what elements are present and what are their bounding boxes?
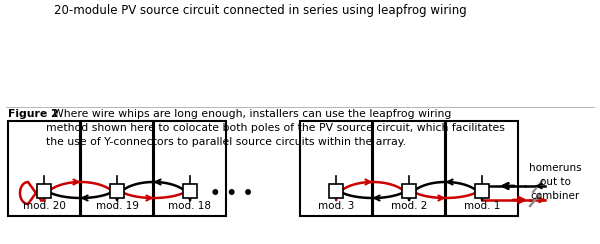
Bar — [446, 121, 518, 216]
Text: mod. 1: mod. 1 — [464, 201, 500, 211]
Bar — [37, 184, 51, 198]
Bar — [8, 121, 80, 216]
Bar — [329, 184, 343, 198]
Bar — [373, 121, 445, 216]
Text: mod. 3: mod. 3 — [318, 201, 354, 211]
Text: 20-module PV source circuit connected in series using leapfrog wiring: 20-module PV source circuit connected in… — [53, 4, 466, 17]
Text: • • •: • • • — [211, 185, 254, 203]
Bar — [110, 184, 124, 198]
Text: homeruns
out to
combiner: homeruns out to combiner — [529, 163, 581, 201]
Text: Figure 2: Figure 2 — [8, 109, 59, 119]
Text: mod. 18: mod. 18 — [169, 201, 212, 211]
Bar — [154, 121, 226, 216]
Bar — [475, 184, 489, 198]
Bar — [402, 184, 416, 198]
Bar — [183, 184, 197, 198]
Text: mod. 20: mod. 20 — [23, 201, 65, 211]
Text: mod. 19: mod. 19 — [95, 201, 139, 211]
Text: mod. 2: mod. 2 — [391, 201, 427, 211]
Text: Where wire whips are long enough, installers can use the leapfrog wiring
method : Where wire whips are long enough, instal… — [46, 109, 505, 147]
Bar — [300, 121, 372, 216]
Bar — [81, 121, 153, 216]
